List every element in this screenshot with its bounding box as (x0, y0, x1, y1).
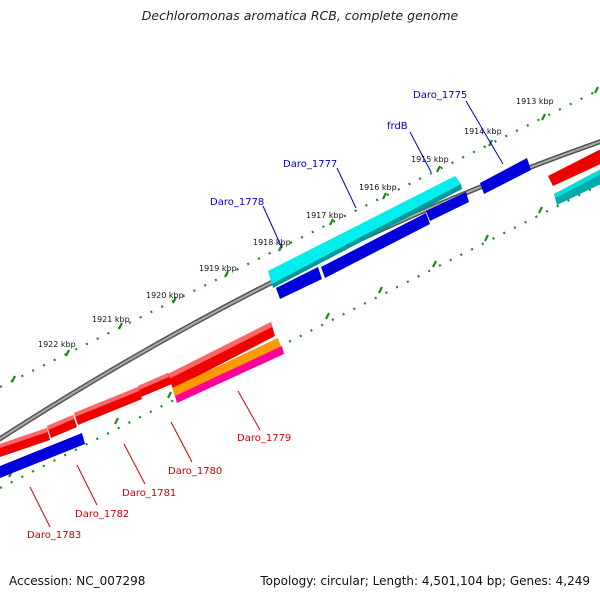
gene-blue-long[interactable] (321, 213, 430, 278)
gene-daro-1778[interactable] (276, 267, 322, 299)
major-tick (378, 286, 383, 294)
leader-frdb (409, 131, 432, 173)
major-tick (329, 218, 334, 226)
gene-daro-1777-shade (272, 184, 462, 288)
gene-daro-1781-top (74, 387, 139, 417)
gene-label-daro-1777: Daro_1777 (283, 159, 337, 170)
gene-labels: Daro_1775 frdB Daro_1777 Daro_1778 Daro_… (27, 90, 467, 541)
gene-label-daro-1780: Daro_1780 (168, 466, 222, 477)
kbp-label: 1914 kbp (464, 127, 502, 136)
major-tick (538, 206, 543, 214)
gene-teal-right-top (554, 169, 600, 198)
kbp-labels: 1913 kbp 1914 kbp 1915 kbp 1916 kbp 1917… (38, 97, 554, 349)
gene-daro-1780-top (138, 373, 169, 390)
gene-daro-1783-top (0, 428, 48, 448)
forward-genes (268, 147, 600, 299)
major-tick (172, 296, 177, 304)
kbp-label: 1921 kbp (92, 315, 130, 324)
gene-red-right[interactable] (548, 147, 600, 186)
gene-daro-1777[interactable] (268, 176, 461, 284)
major-tick (11, 375, 16, 383)
inner-tick-ring (0, 183, 600, 489)
kbp-label: 1913 kbp (516, 97, 554, 106)
major-tick (382, 192, 387, 200)
leader-daro-1775 (465, 100, 504, 165)
genome-backbone-highlight (0, 140, 600, 440)
leader-daro-1783 (29, 486, 51, 528)
leader-daro-1782 (76, 464, 98, 506)
major-tick (325, 312, 330, 320)
major-tick (167, 391, 172, 399)
major-tick (432, 260, 437, 268)
genome-backbone (0, 139, 600, 442)
kbp-label: 1916 kbp (359, 183, 397, 192)
gene-daro-1779-top (168, 322, 272, 379)
major-tick (65, 349, 70, 357)
major-tick (118, 322, 123, 330)
outer-tick-ring (0, 88, 600, 388)
gene-blue-reverse[interactable] (0, 433, 85, 478)
kbp-label: 1920 kbp (146, 291, 184, 300)
major-tick (436, 165, 441, 173)
reverse-genes (0, 322, 284, 478)
major-tick (541, 113, 546, 121)
kbp-label: 1915 kbp (411, 155, 449, 164)
genome-summary-text: Topology: circular; Length: 4,501,104 bp… (260, 574, 590, 588)
gene-daro-1782-top (47, 415, 74, 430)
gene-magenta[interactable] (175, 346, 284, 403)
leader-daro-1780 (170, 421, 193, 463)
gene-daro-1775[interactable] (480, 158, 531, 194)
kbp-label: 1919 kbp (199, 264, 237, 273)
leader-daro-1777 (336, 167, 357, 209)
gene-label-daro-1783: Daro_1783 (27, 530, 81, 541)
gene-frdb[interactable] (426, 192, 469, 221)
major-tick (114, 417, 119, 425)
major-tick (224, 270, 229, 278)
kbp-label: 1917 kbp (306, 211, 344, 220)
accession-text: Accession: NC_007298 (9, 574, 146, 588)
kbp-label: 1922 kbp (38, 340, 76, 349)
leader-daro-1781 (123, 443, 146, 485)
gene-label-daro-1782: Daro_1782 (75, 509, 129, 520)
leader-daro-1779 (237, 390, 261, 431)
gene-label-frdb: frdB (387, 121, 408, 132)
gene-label-daro-1778: Daro_1778 (210, 197, 264, 208)
map-title: Dechloromonas aromatica RCB, complete ge… (141, 8, 459, 23)
gene-label-daro-1775: Daro_1775 (413, 90, 467, 101)
kbp-label: 1918 kbp (253, 238, 291, 247)
gene-label-daro-1779: Daro_1779 (237, 433, 291, 444)
gene-label-daro-1781: Daro_1781 (122, 488, 176, 499)
major-tick (484, 234, 489, 242)
gene-orange[interactable] (172, 338, 281, 397)
major-tick (594, 86, 599, 94)
label-leaders (29, 100, 504, 528)
leader-daro-1778 (262, 205, 283, 249)
